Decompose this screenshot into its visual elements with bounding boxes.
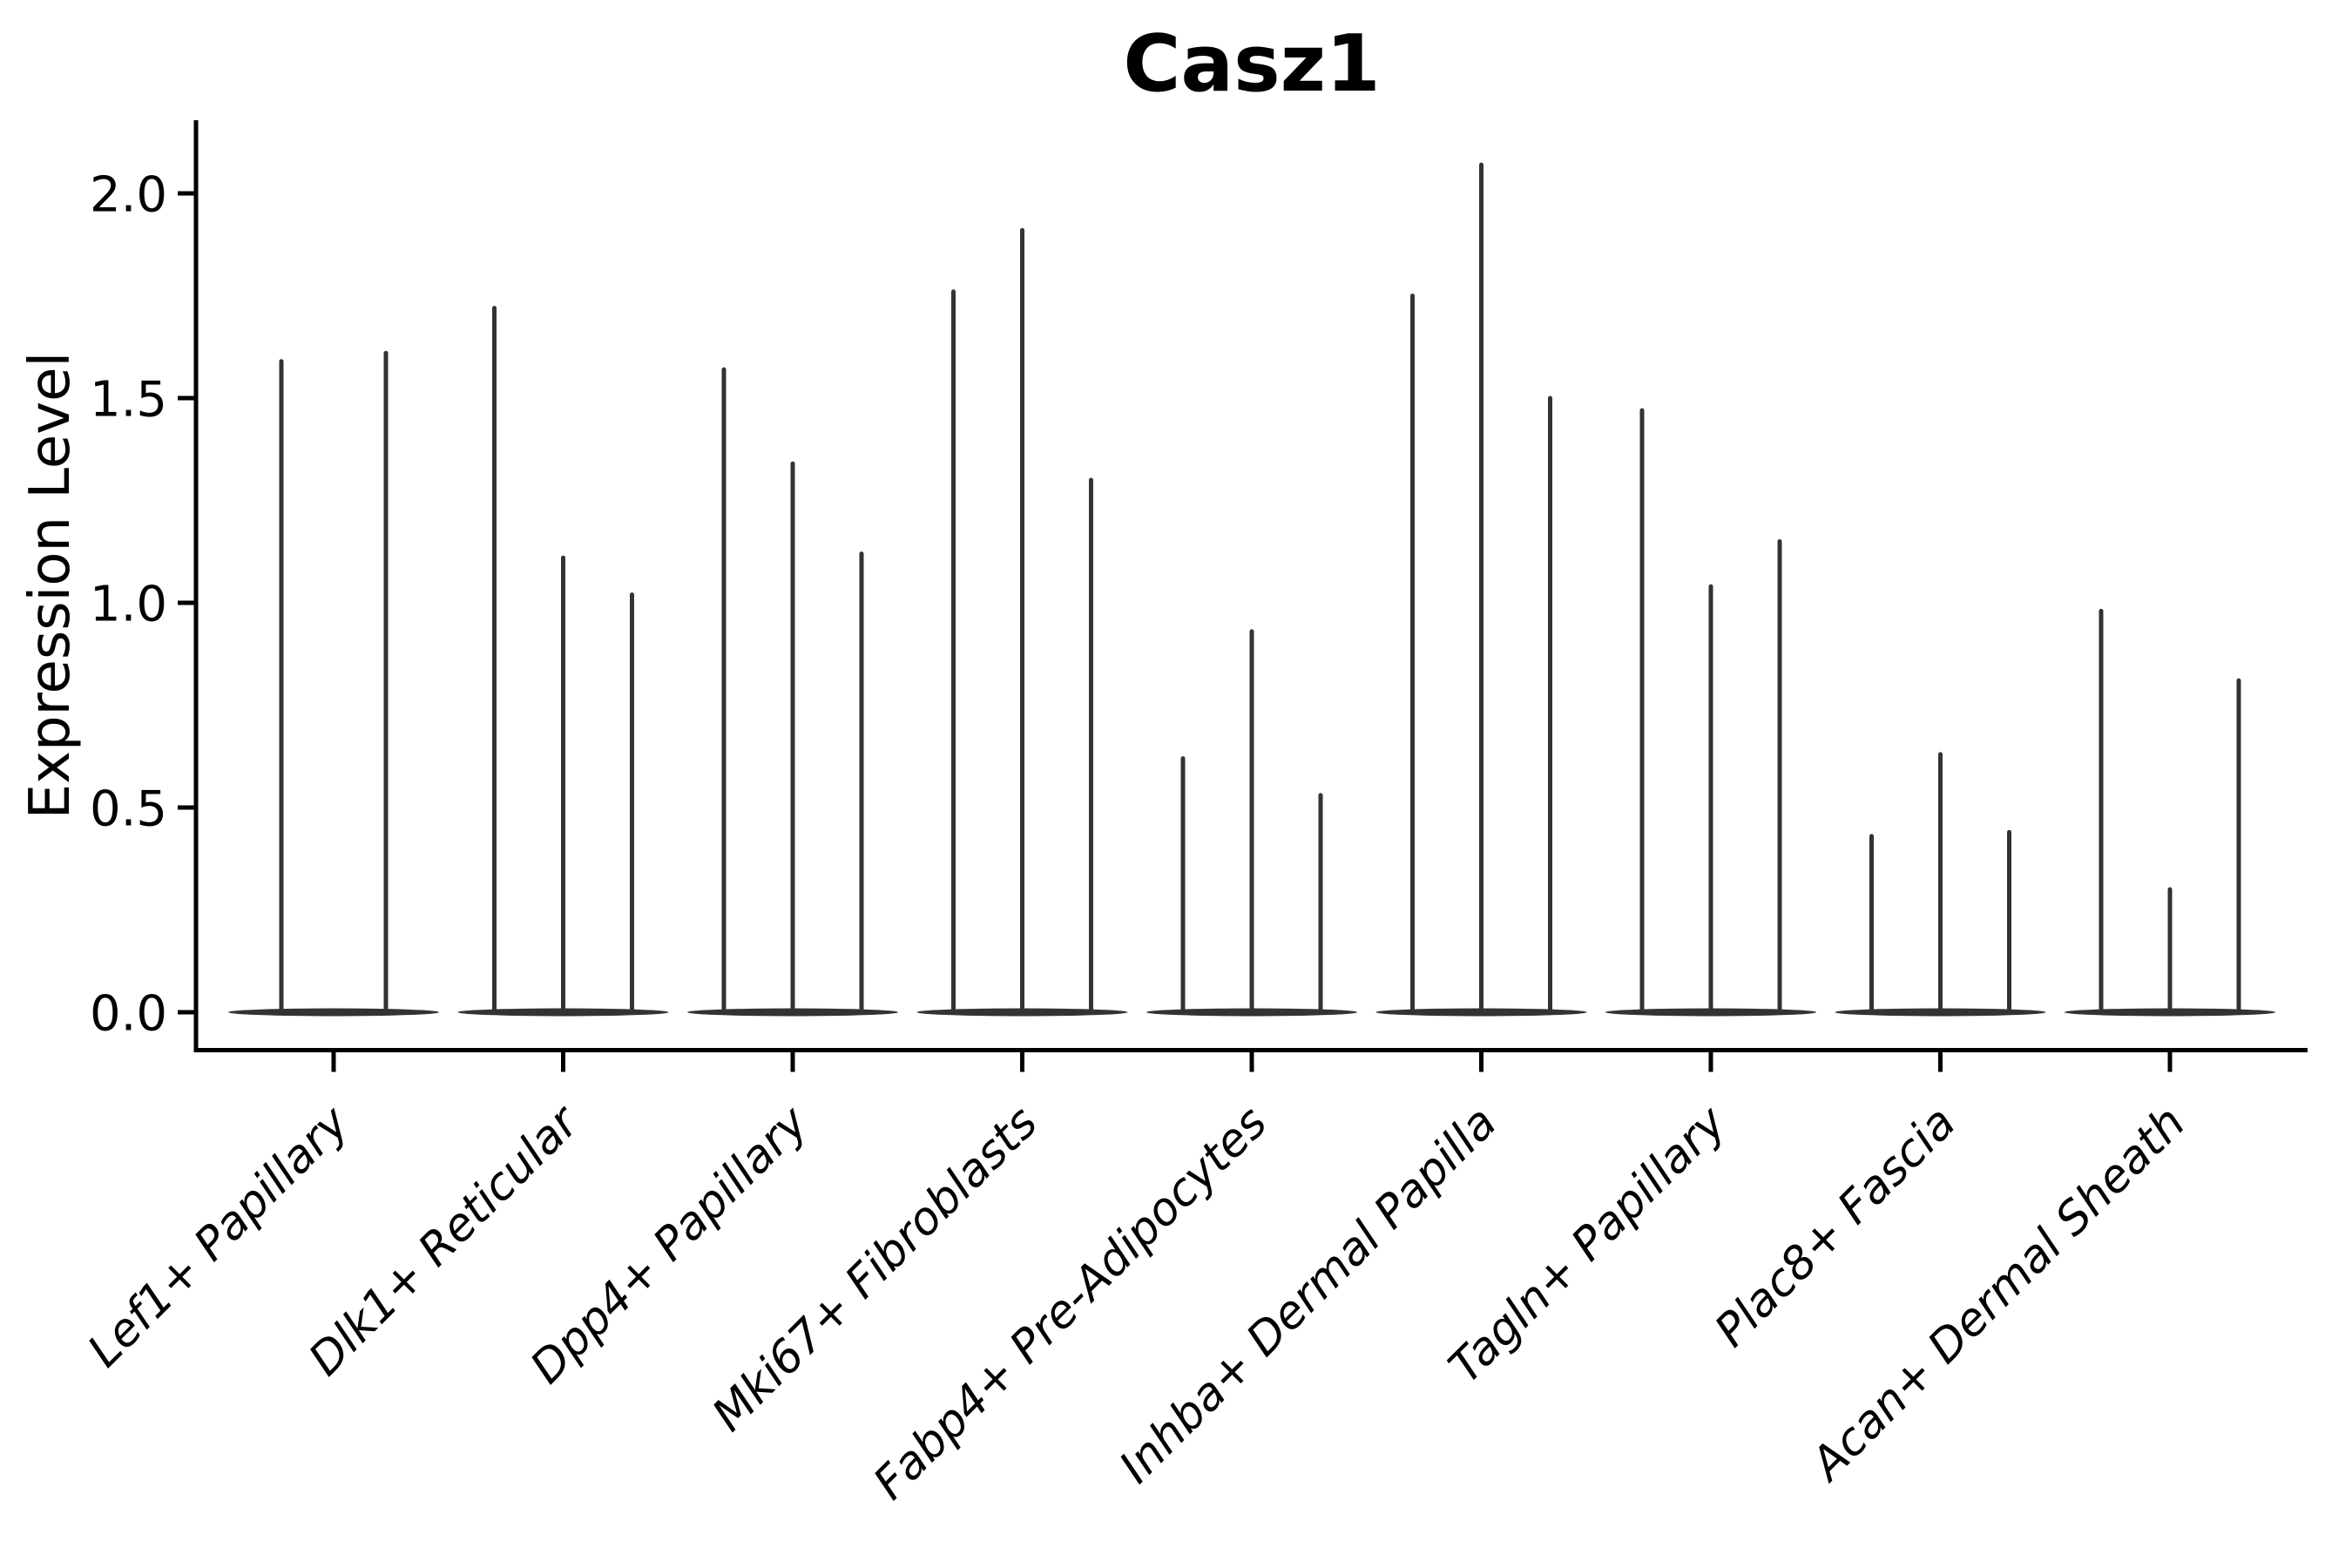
x-tick-label: Fabp4+ Pre-Adipocytes [864, 1097, 1278, 1511]
y-tick-label: 0.5 [90, 781, 167, 838]
x-tick-label: Inhba+ Dermal Papilla [1110, 1097, 1507, 1494]
y-tick-label: 0.0 [90, 986, 167, 1043]
x-tick-label: Acan+ Dermal Sheath [1800, 1097, 2195, 1492]
x-tick-label: Plac8+ Fascia [1705, 1097, 1965, 1357]
y-tick-label: 1.5 [90, 372, 167, 429]
chart-title: Casz1 [1123, 18, 1381, 110]
y-tick-label: 2.0 [90, 167, 167, 224]
violin-base [228, 1008, 439, 1017]
y-tick-label: 1.0 [90, 577, 167, 633]
